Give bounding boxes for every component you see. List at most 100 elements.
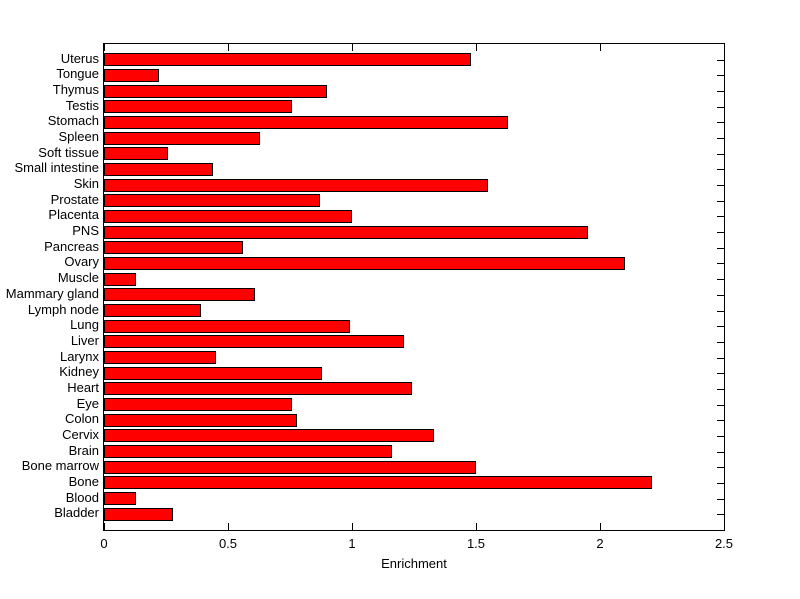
bar-small-intestine: [104, 162, 214, 176]
bar-tongue: [104, 68, 159, 82]
y-tick-label: Spleen: [58, 129, 99, 145]
y-tick-label: Bone: [68, 473, 99, 489]
y-tick-mark: [717, 514, 724, 516]
y-tick-mark: [717, 185, 724, 187]
x-tick-label: 2: [596, 536, 604, 551]
x-tick-mark-bottom: [600, 523, 601, 530]
y-tick-mark: [717, 106, 724, 108]
y-tick-mark: [717, 467, 724, 469]
y-tick-mark: [717, 153, 724, 155]
y-tick-label: Colon: [65, 411, 99, 427]
y-tick-mark: [717, 388, 724, 390]
bar-bone-marrow: [104, 460, 476, 474]
bar-thymus: [104, 84, 328, 98]
y-tick-label: Heart: [67, 379, 99, 395]
x-tick-label: 2.5: [714, 536, 734, 551]
bar-mammary-gland: [104, 288, 256, 302]
bar-bone: [104, 476, 653, 490]
y-tick-mark: [717, 310, 724, 312]
y-tick-label: Kidney: [59, 364, 99, 380]
y-tick-label: Eye: [76, 395, 99, 411]
bar-prostate: [104, 194, 320, 208]
y-tick-mark: [717, 279, 724, 281]
y-tick-label: Lymph node: [27, 301, 99, 317]
y-tick-mark: [717, 435, 724, 437]
y-tick-label: Brain: [68, 442, 99, 458]
y-tick-label: Thymus: [52, 82, 99, 98]
x-tick-mark-top: [228, 44, 229, 51]
y-tick-label: PNS: [72, 223, 99, 239]
bar-placenta: [104, 209, 352, 223]
bar-eye: [104, 398, 293, 412]
x-tick-label: 1: [348, 536, 356, 551]
y-tick-label: Muscle: [57, 270, 99, 286]
y-tick-mark: [717, 75, 724, 77]
y-tick-label: Skin: [73, 176, 99, 192]
y-tick-mark: [717, 122, 724, 124]
x-axis-title: Enrichment: [381, 556, 447, 571]
bar-spleen: [104, 131, 261, 145]
y-tick-mark: [717, 91, 724, 93]
y-tick-mark: [717, 482, 724, 484]
x-tick-mark-bottom: [476, 523, 477, 530]
y-tick-mark: [717, 451, 724, 453]
y-tick-mark: [717, 232, 724, 234]
y-tick-mark: [717, 357, 724, 359]
x-tick-mark-top: [724, 44, 725, 51]
bar-blood: [104, 492, 137, 506]
x-tick-mark-top: [352, 44, 353, 51]
bar-liver: [104, 335, 405, 349]
y-tick-label: Small intestine: [14, 160, 99, 176]
bar-testis: [104, 100, 293, 114]
y-tick-label: Uterus: [60, 50, 99, 66]
y-tick-label: Prostate: [50, 191, 99, 207]
bar-uterus: [104, 53, 472, 67]
y-tick-mark: [717, 59, 724, 61]
y-tick-label: Cervix: [62, 426, 99, 442]
bar-brain: [104, 445, 392, 459]
x-tick-mark-bottom: [228, 523, 229, 530]
bar-heart: [104, 382, 412, 396]
y-tick-mark: [717, 404, 724, 406]
x-tick-mark-bottom: [104, 523, 105, 530]
bar-cervix: [104, 429, 434, 443]
x-tick-mark-top: [476, 44, 477, 51]
x-tick-label: 0: [100, 536, 108, 551]
bar-skin: [104, 178, 489, 192]
y-tick-label: Liver: [70, 332, 99, 348]
y-tick-label: Bone marrow: [21, 458, 99, 474]
bar-kidney: [104, 366, 323, 380]
y-tick-mark: [717, 294, 724, 296]
x-tick-mark-bottom: [352, 523, 353, 530]
y-tick-label: Larynx: [59, 348, 99, 364]
y-tick-mark: [717, 373, 724, 375]
bar-soft-tissue: [104, 147, 169, 161]
x-tick-mark-bottom: [724, 523, 725, 530]
bar-muscle: [104, 272, 137, 286]
y-tick-label: Ovary: [64, 254, 99, 270]
bar-lung: [104, 319, 350, 333]
x-tick-label: 0.5: [218, 536, 238, 551]
bar-lymph-node: [104, 304, 201, 318]
bar-pancreas: [104, 241, 243, 255]
bar-pns: [104, 225, 588, 239]
y-tick-label: Tongue: [56, 66, 99, 82]
y-tick-mark: [717, 169, 724, 171]
bar-bladder: [104, 507, 174, 521]
y-tick-label: Soft tissue: [38, 144, 99, 160]
bar-colon: [104, 413, 298, 427]
y-tick-mark: [717, 498, 724, 500]
x-tick-label: 1.5: [466, 536, 486, 551]
y-tick-mark: [717, 263, 724, 265]
y-tick-label: Bladder: [54, 505, 99, 521]
y-tick-label: Testis: [65, 97, 99, 113]
y-tick-mark: [717, 247, 724, 249]
bar-larynx: [104, 351, 216, 365]
y-tick-label: Placenta: [48, 207, 99, 223]
y-tick-mark: [717, 216, 724, 218]
y-tick-mark: [717, 138, 724, 140]
bar-ovary: [104, 256, 625, 270]
y-tick-mark: [717, 420, 724, 422]
x-tick-mark-top: [600, 44, 601, 51]
